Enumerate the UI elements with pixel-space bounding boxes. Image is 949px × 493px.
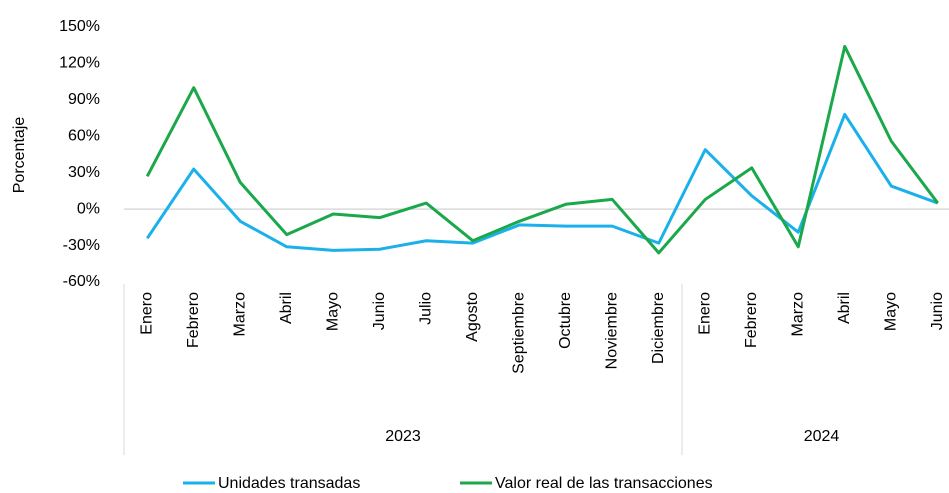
series-line bbox=[145, 44, 939, 255]
y-tick-label: 90% bbox=[68, 91, 100, 108]
x-tick-label: Junio bbox=[371, 292, 388, 330]
y-tick-label: -60% bbox=[63, 273, 100, 290]
y-tick-label: -30% bbox=[63, 237, 100, 254]
x-tick-label: Febrero bbox=[743, 292, 760, 348]
x-tick-label: Febrero bbox=[185, 292, 202, 348]
y-axis-label: Porcentaje bbox=[11, 117, 28, 194]
y-tick-label: 150% bbox=[59, 18, 100, 35]
group-label: 2023 bbox=[385, 428, 421, 445]
x-tick-label: Diciembre bbox=[650, 292, 667, 364]
x-tick-label: Enero bbox=[138, 292, 155, 335]
x-tick-label: Junio bbox=[929, 292, 946, 330]
x-tick-label: Julio bbox=[417, 292, 434, 325]
group-label: 2024 bbox=[804, 428, 840, 445]
y-tick-label: 60% bbox=[68, 128, 100, 145]
x-tick-label: Mayo bbox=[324, 292, 341, 331]
x-tick-label: Marzo bbox=[231, 292, 248, 337]
x-tick-label: Agosto bbox=[464, 292, 481, 342]
legend-label: Unidades transadas bbox=[218, 475, 360, 492]
legend-label: Valor real de las transacciones bbox=[495, 475, 713, 492]
x-tick-label: Marzo bbox=[789, 292, 806, 337]
y-tick-label: 120% bbox=[59, 55, 100, 72]
x-tick-label: Noviembre bbox=[603, 292, 620, 369]
x-tick-label: Enero bbox=[696, 292, 713, 335]
x-tick-label: Abril bbox=[836, 292, 853, 324]
y-tick-label: 30% bbox=[68, 164, 100, 181]
x-tick-label: Octubre bbox=[557, 292, 574, 349]
x-tick-label: Abril bbox=[278, 292, 295, 324]
y-tick-label: 0% bbox=[77, 200, 100, 217]
x-tick-label: Septiembre bbox=[510, 292, 527, 374]
x-tick-label: Mayo bbox=[882, 292, 899, 331]
series-line bbox=[146, 112, 939, 252]
